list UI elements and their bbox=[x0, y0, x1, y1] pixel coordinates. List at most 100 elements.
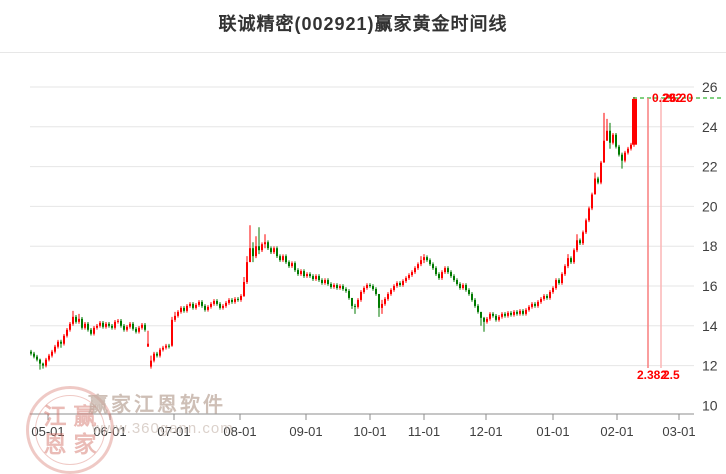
candle-body bbox=[222, 305, 224, 308]
y-axis-label: 18 bbox=[702, 238, 718, 254]
candle-body bbox=[432, 264, 434, 269]
candle-body bbox=[321, 280, 323, 284]
candle-body bbox=[366, 285, 368, 288]
candle-body bbox=[138, 327, 140, 332]
candle-body bbox=[348, 290, 350, 298]
candle-body bbox=[156, 353, 158, 356]
candle-body bbox=[513, 311, 515, 315]
y-axis-label: 12 bbox=[702, 358, 718, 374]
candle-body bbox=[489, 313, 491, 319]
candle-body bbox=[117, 320, 119, 322]
candle-body bbox=[129, 323, 131, 327]
candle-body bbox=[519, 310, 521, 314]
y-axis-label: 22 bbox=[702, 159, 718, 175]
candle-body bbox=[423, 257, 425, 261]
candle-body bbox=[531, 303, 533, 307]
candle-body bbox=[123, 325, 125, 330]
candle-body bbox=[627, 148, 629, 153]
candle-body bbox=[555, 280, 557, 288]
candle-body bbox=[402, 281, 404, 286]
candle-body bbox=[579, 240, 581, 244]
candle-body bbox=[567, 258, 569, 267]
candle-body bbox=[306, 274, 308, 277]
candle-body bbox=[405, 278, 407, 282]
candle-body bbox=[300, 271, 302, 275]
y-axis-label: 20 bbox=[702, 198, 718, 214]
candle-body bbox=[516, 311, 518, 314]
candle-body bbox=[609, 130, 611, 143]
candle-body bbox=[324, 280, 326, 284]
candle-body bbox=[207, 306, 209, 310]
candle-body bbox=[624, 152, 626, 161]
candle-body bbox=[303, 271, 305, 277]
candle-body bbox=[180, 307, 182, 312]
candle-body bbox=[219, 303, 221, 308]
candle-body bbox=[381, 303, 383, 308]
candle-body bbox=[195, 304, 197, 308]
candle-body bbox=[165, 345, 167, 348]
candle-body bbox=[120, 320, 122, 326]
candle-body bbox=[39, 359, 41, 364]
title-divider bbox=[0, 52, 726, 53]
chart-title: 联诚精密(002921)赢家黄金时间线 bbox=[218, 14, 508, 34]
candle-body bbox=[189, 303, 191, 306]
candle-body bbox=[396, 283, 398, 286]
x-axis-label: 07-01 bbox=[157, 424, 190, 439]
candle-body bbox=[159, 349, 161, 356]
candle-body bbox=[576, 240, 578, 251]
candle-body bbox=[345, 288, 347, 291]
candle-body bbox=[42, 363, 44, 366]
candle-body bbox=[234, 298, 236, 302]
candle-body bbox=[543, 295, 545, 299]
candle-body bbox=[114, 321, 116, 328]
candle-body bbox=[420, 260, 422, 265]
candle-body bbox=[315, 276, 317, 280]
candle-body bbox=[384, 298, 386, 304]
candle-body bbox=[312, 276, 314, 280]
candle-body bbox=[72, 316, 74, 324]
y-axis-label: 24 bbox=[702, 119, 718, 135]
candle-body bbox=[414, 268, 416, 273]
y-axis-label: 16 bbox=[702, 278, 718, 294]
candle-body bbox=[279, 256, 281, 261]
candle-body bbox=[333, 285, 335, 287]
candle-body bbox=[141, 324, 143, 328]
x-axis-label: 10-01 bbox=[353, 424, 386, 439]
candle-body bbox=[564, 266, 566, 275]
candle-body bbox=[66, 329, 68, 336]
candle-body bbox=[216, 300, 218, 304]
candle-body bbox=[351, 297, 353, 306]
candle-body bbox=[357, 299, 359, 307]
candle-body bbox=[294, 263, 296, 271]
candle-body bbox=[318, 276, 320, 281]
candle-body bbox=[246, 262, 248, 283]
candle-body bbox=[57, 341, 59, 347]
candle-body bbox=[594, 178, 596, 195]
candle-body bbox=[81, 318, 83, 328]
candle-body bbox=[201, 301, 203, 306]
candle-body bbox=[501, 313, 503, 317]
candle-body bbox=[267, 242, 269, 249]
candle-body bbox=[339, 286, 341, 288]
candle-body bbox=[632, 98, 637, 145]
candle-body bbox=[264, 242, 266, 245]
candle-body bbox=[87, 323, 89, 330]
candle-body bbox=[612, 134, 614, 143]
candle-body bbox=[228, 299, 230, 303]
candle-body bbox=[51, 351, 53, 356]
candle-body bbox=[486, 318, 488, 322]
candle-body bbox=[606, 130, 608, 141]
candle-body bbox=[504, 313, 506, 316]
x-axis-label: 02-01 bbox=[600, 424, 633, 439]
candle-body bbox=[60, 341, 62, 344]
candle-body bbox=[186, 305, 188, 311]
candle-body bbox=[465, 285, 467, 290]
candle-body bbox=[438, 274, 440, 279]
candle-body bbox=[411, 272, 413, 276]
candle-body bbox=[525, 309, 527, 314]
x-axis-label: 03-01 bbox=[662, 424, 695, 439]
candle-body bbox=[75, 316, 77, 322]
candle-body bbox=[444, 268, 446, 273]
candle-body bbox=[183, 307, 185, 311]
candle-body bbox=[63, 335, 65, 344]
